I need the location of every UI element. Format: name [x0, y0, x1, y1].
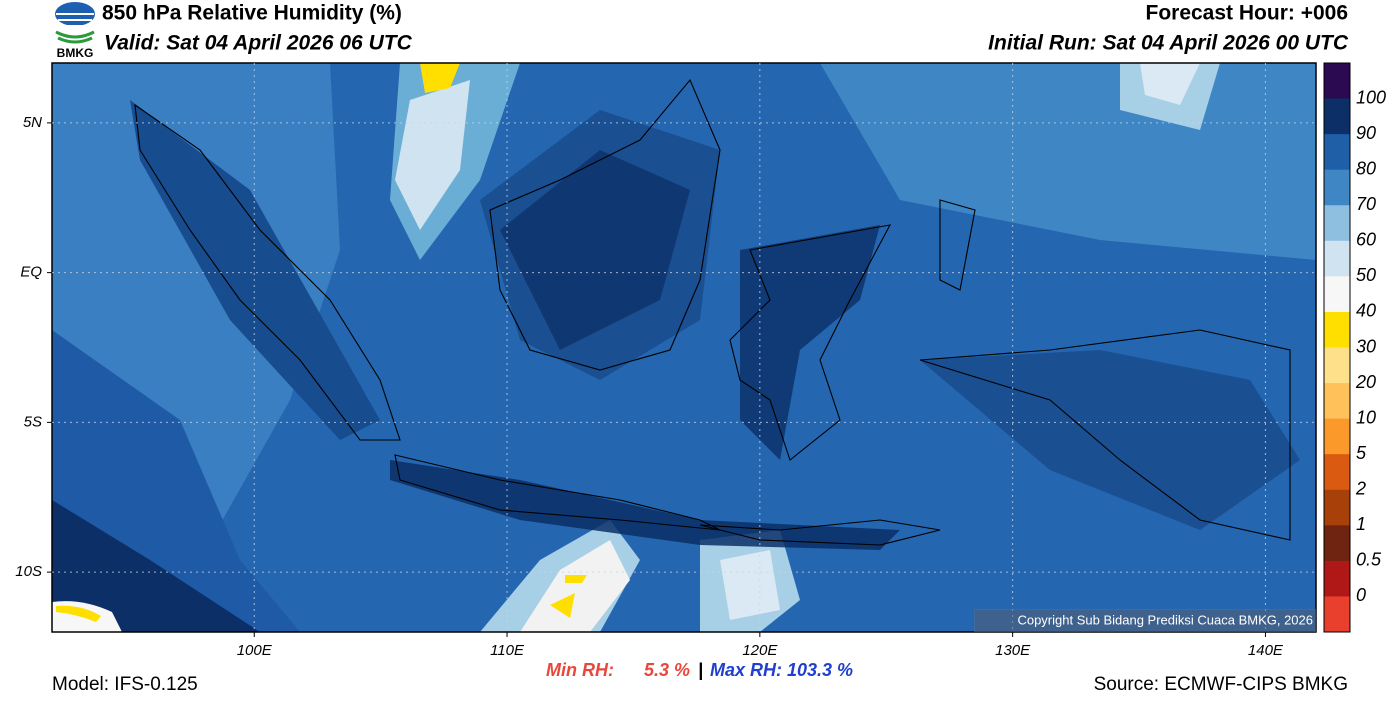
x-tick-label: 110E	[490, 642, 525, 659]
colorbar-swatch	[1324, 98, 1350, 135]
colorbar-swatch	[1324, 169, 1350, 206]
colorbar-label: 90	[1356, 123, 1376, 143]
colorbar-swatch	[1324, 454, 1350, 491]
colorbar-label: 20	[1355, 372, 1376, 392]
title: 850 hPa Relative Humidity (%)	[102, 2, 402, 25]
separator: |	[698, 660, 703, 680]
map-frame	[51, 62, 1317, 633]
colorbar-label: 80	[1356, 158, 1376, 178]
colorbar-swatch	[1324, 276, 1350, 313]
humidity-field	[52, 63, 1316, 632]
copyright-box	[974, 609, 1316, 632]
min-rh-value: 5.3 %	[644, 660, 690, 680]
initial-run: Initial Run: Sat 04 April 2026 00 UTC	[988, 32, 1349, 55]
colorbar: 100 90 80 70 60 50 40 30 20 10 5 2 1 0.5 0	[1323, 62, 1386, 633]
max-rh: Max RH: 103.3 %	[710, 660, 853, 680]
x-tick-label: 130E	[995, 642, 1031, 659]
colorbar-label: 0.5	[1356, 550, 1382, 570]
colorbar-label: 1	[1356, 514, 1366, 534]
colorbar-swatch	[1324, 525, 1350, 562]
coastlines	[134, 78, 1291, 546]
y-tick-label: EQ	[20, 264, 42, 281]
colorbar-swatch	[1324, 418, 1350, 455]
colorbar-swatch	[1324, 311, 1350, 348]
colorbar-label: 5	[1356, 443, 1367, 463]
x-tick-label: 140E	[1248, 642, 1284, 659]
colorbar-label: 50	[1356, 265, 1376, 285]
bmkg-logo: BMKG	[55, 2, 95, 60]
x-tick-label: 100E	[237, 642, 273, 659]
logo-text: BMKG	[57, 46, 94, 60]
x-tick-label: 120E	[742, 642, 778, 659]
valid-time: Valid: Sat 04 April 2026 06 UTC	[104, 32, 413, 55]
y-tick-label: 10S	[15, 563, 42, 580]
colorbar-label: 100	[1356, 87, 1386, 107]
colorbar-label: 0	[1356, 585, 1366, 605]
model: Model: IFS-0.125	[52, 674, 198, 695]
colorbar-swatch	[1324, 347, 1350, 384]
colorbar-label: 70	[1356, 194, 1376, 214]
y-tick-label: 5N	[23, 114, 42, 131]
colorbar-swatch	[1324, 134, 1350, 171]
colorbar-label: 60	[1356, 230, 1376, 250]
copyright: Copyright Sub Bidang Prediksi Cuaca BMKG…	[1017, 612, 1313, 627]
colorbar-swatch	[1324, 596, 1350, 633]
colorbar-swatch	[1324, 560, 1350, 597]
graticule	[52, 63, 1316, 632]
source: Source: ECMWF-CIPS BMKG	[1094, 674, 1348, 695]
colorbar-swatch	[1324, 489, 1350, 526]
map-ticks: 100E 110E 120E 130E 140E 5N EQ 5S 10S	[15, 114, 1284, 659]
colorbar-frame	[1323, 62, 1351, 633]
colorbar-label: 30	[1356, 336, 1376, 356]
colorbar-label: 2	[1355, 479, 1366, 499]
colorbar-label: 40	[1356, 301, 1376, 321]
y-tick-label: 5S	[24, 413, 42, 430]
colorbar-label: 10	[1356, 407, 1376, 427]
colorbar-swatch	[1324, 240, 1350, 277]
min-rh-label: Min RH:	[546, 660, 614, 680]
colorbar-swatch	[1324, 63, 1350, 100]
forecast-hour: Forecast Hour: +006	[1146, 2, 1349, 25]
colorbar-swatch	[1324, 383, 1350, 420]
colorbar-swatch	[1324, 205, 1350, 242]
